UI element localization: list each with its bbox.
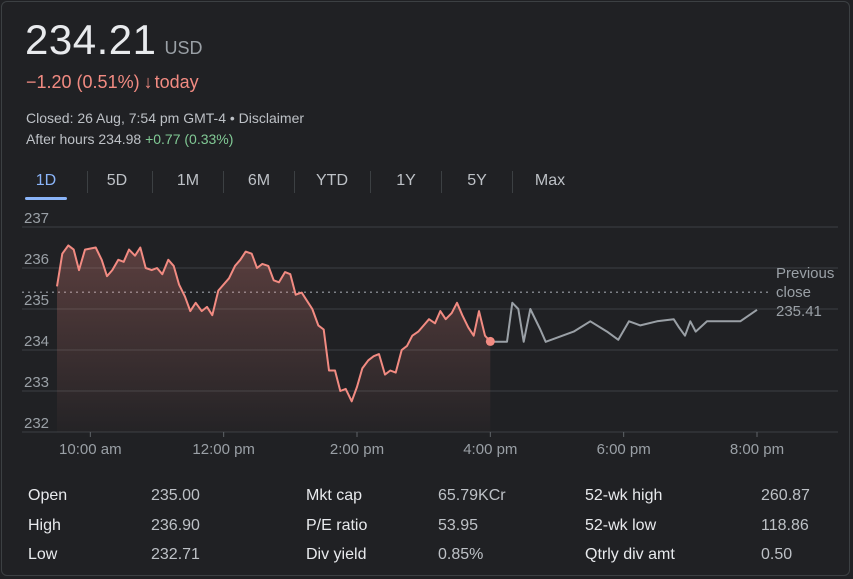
tab-divider (152, 171, 153, 193)
stat-value-low: 232.71 (151, 546, 200, 563)
x-tick-label: 10:00 am (59, 441, 122, 458)
stat-label-high: High (28, 517, 61, 534)
stat-label-52wk-low: 52-wk low (585, 517, 657, 534)
after-hours-price: After hours 234.98 (26, 131, 142, 147)
y-tick-label: 236 (24, 251, 49, 268)
previous-close-label: Previous (776, 265, 834, 282)
previous-close-label-2: close (776, 284, 811, 301)
stat-value-div-yield: 0.85% (438, 546, 484, 563)
stat-label-open: Open (28, 487, 68, 504)
stat-value-pe-ratio: 53.95 (438, 517, 479, 534)
tab-1d[interactable]: 1D (25, 168, 67, 200)
daily-change: −1.20 (0.51%) ↓ today (26, 72, 199, 93)
regular-session-line (56, 244, 492, 403)
tab-divider (223, 171, 224, 193)
y-tick-label: 233 (24, 374, 49, 391)
y-tick-label: 235 (24, 292, 49, 309)
stat-value-open: 235.00 (151, 487, 200, 504)
tab-max[interactable]: Max (534, 172, 566, 189)
closed-info: Closed: 26 Aug, 7:54 pm GMT-4 • Disclaim… (26, 110, 305, 126)
price-row: 234.21 USD (25, 16, 202, 64)
tab-1m[interactable]: 1M (176, 172, 200, 189)
stat-value-52wk-high: 260.87 (761, 487, 810, 504)
tab-5d[interactable]: 5D (106, 172, 128, 189)
tab-divider (441, 171, 442, 193)
x-tick-label: 12:00 pm (192, 441, 255, 458)
tab-divider (370, 171, 371, 193)
change-value: −1.20 (0.51%) (26, 72, 140, 92)
tab-divider (87, 171, 88, 193)
tab-divider (512, 171, 513, 193)
tab-ytd[interactable]: YTD (316, 172, 348, 189)
tab-5y[interactable]: 5Y (467, 172, 487, 189)
stat-label-qtrly-div: Qtrly div amt (585, 546, 675, 563)
stat-label-pe-ratio: P/E ratio (306, 517, 368, 534)
stat-value-high: 236.90 (151, 517, 200, 534)
current-price: 234.21 (25, 16, 157, 63)
tab-divider (294, 171, 295, 193)
currency-label: USD (164, 38, 203, 58)
regular-session-area (57, 245, 491, 432)
previous-close-value: 235.41 (776, 303, 822, 320)
stat-value-mkt-cap: 65.79KCr (438, 487, 506, 504)
after-hours-info: After hours 234.98 +0.77 (0.33%) (26, 131, 233, 147)
stat-value-qtrly-div: 0.50 (761, 546, 793, 563)
y-tick-label: 237 (24, 210, 49, 227)
y-tick-label: 234 (24, 333, 49, 350)
change-period: today (154, 72, 199, 92)
x-tick-label: 2:00 pm (330, 441, 384, 458)
arrow-down-icon: ↓ (143, 72, 153, 92)
stat-label-low: Low (28, 546, 58, 563)
stat-label-mkt-cap: Mkt cap (306, 487, 363, 504)
stat-value-52wk-low: 118.86 (761, 517, 809, 534)
price-chart[interactable]: 237 236 235 234 233 232 10:00 am 12:00 pm 2:00 … (0, 210, 853, 465)
x-tick-label: 4:00 pm (463, 441, 517, 458)
y-tick-label: 232 (24, 415, 49, 432)
stat-label-52wk-high: 52-wk high (585, 487, 663, 504)
x-tick-label: 8:00 pm (730, 441, 784, 458)
x-tick-label: 6:00 pm (597, 441, 651, 458)
after-hours-line (490, 301, 758, 343)
tab-6m[interactable]: 6M (247, 172, 271, 189)
tab-1y[interactable]: 1Y (396, 172, 416, 189)
close-price-marker (485, 336, 495, 346)
after-hours-change: +0.77 (0.33%) (145, 131, 234, 147)
stat-label-div-yield: Div yield (306, 546, 367, 563)
